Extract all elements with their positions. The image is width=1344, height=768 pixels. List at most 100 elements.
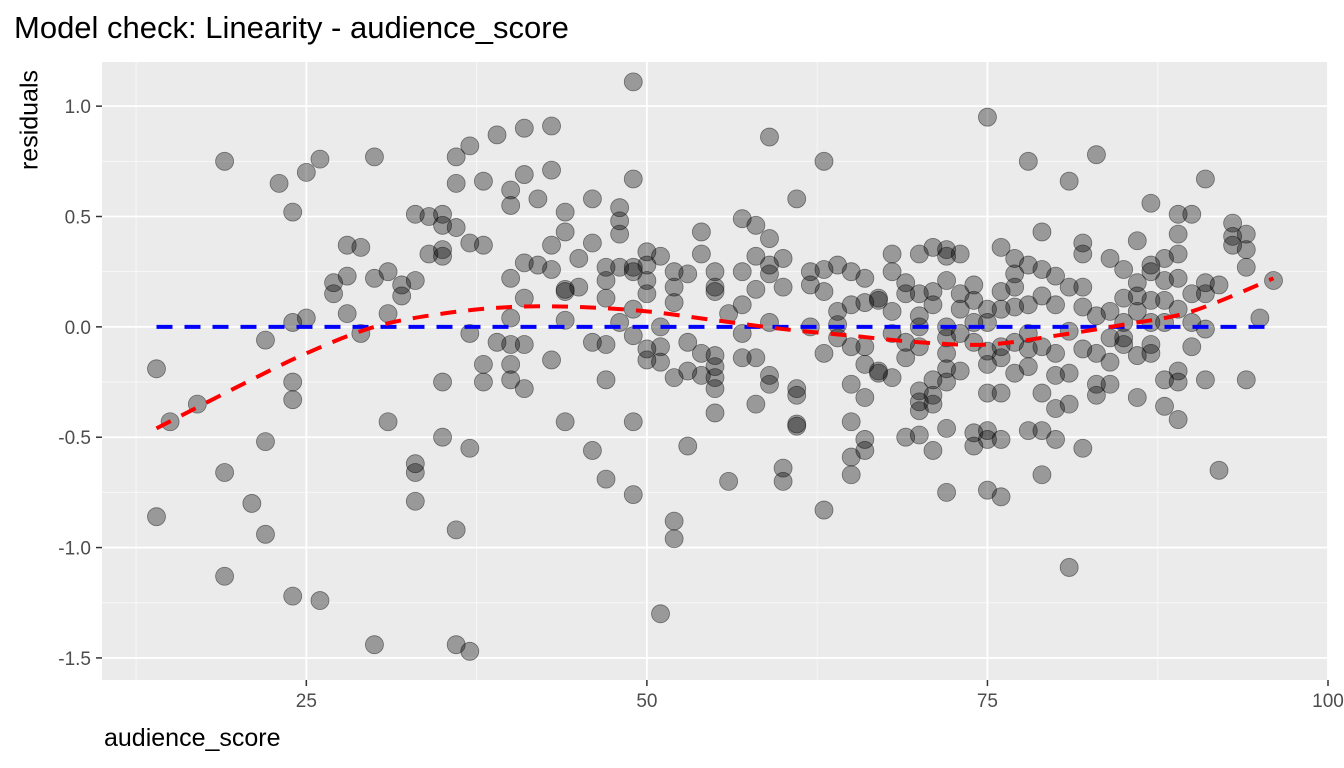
scatter-point bbox=[1032, 337, 1052, 357]
scatter-point bbox=[828, 255, 847, 275]
scatter-point bbox=[773, 458, 793, 478]
scatter-point bbox=[1155, 396, 1174, 416]
scatter-point bbox=[446, 173, 466, 193]
scatter-point bbox=[269, 173, 289, 193]
scatter-point bbox=[732, 262, 752, 282]
scatter-point bbox=[542, 160, 561, 180]
scatter-point bbox=[787, 379, 807, 399]
scatter-point bbox=[1032, 260, 1052, 279]
scatter-point bbox=[501, 268, 521, 288]
scatter-point bbox=[964, 423, 984, 443]
scatter-point bbox=[664, 262, 684, 282]
scatter-point bbox=[1046, 366, 1065, 385]
scatter-point bbox=[514, 253, 534, 273]
scatter-point bbox=[923, 370, 943, 390]
scatter-point bbox=[732, 348, 752, 368]
scatter-point bbox=[623, 412, 643, 432]
scatter-point bbox=[1087, 385, 1106, 405]
scatter-point bbox=[310, 591, 330, 610]
scatter-point bbox=[378, 412, 398, 432]
scatter-point bbox=[569, 249, 589, 268]
axis-ticks bbox=[96, 105, 1329, 686]
scatter-point bbox=[1168, 361, 1188, 381]
scatter-point bbox=[841, 374, 861, 394]
scatter-point bbox=[583, 332, 602, 352]
scatter-point bbox=[405, 204, 425, 224]
scatter-point bbox=[1018, 151, 1038, 171]
scatter-point bbox=[1168, 224, 1188, 244]
scatter-point bbox=[746, 279, 766, 299]
scatter-point bbox=[474, 235, 493, 255]
scatter-point bbox=[405, 271, 425, 290]
scatter-point bbox=[991, 299, 1011, 319]
scatter-point bbox=[542, 350, 561, 370]
scatter-point bbox=[664, 529, 684, 549]
scatter-point bbox=[896, 427, 916, 447]
scatter-point bbox=[678, 264, 698, 284]
scatter-point bbox=[651, 352, 670, 372]
scatter-point bbox=[1059, 363, 1079, 383]
scatter-point bbox=[664, 277, 684, 297]
scatter-point bbox=[1046, 399, 1065, 418]
scatter-point bbox=[814, 151, 834, 171]
scatter-point bbox=[964, 275, 984, 295]
scatter-point bbox=[746, 348, 766, 368]
scatter-point bbox=[978, 299, 997, 319]
scatter-point bbox=[746, 246, 766, 266]
scatter-point bbox=[555, 202, 575, 222]
scatter-point bbox=[555, 222, 575, 242]
scatter-point bbox=[705, 262, 725, 282]
scatter-point bbox=[909, 381, 929, 401]
scatter-point bbox=[1141, 255, 1161, 275]
scatter-point bbox=[542, 235, 561, 255]
y-tick-label: -1.5 bbox=[58, 649, 91, 670]
scatter-point bbox=[691, 244, 711, 264]
scatter-point bbox=[841, 447, 861, 467]
scatter-point bbox=[501, 196, 521, 215]
scatter-point bbox=[487, 332, 507, 352]
scatter-point bbox=[147, 507, 166, 527]
x-tick-label: 25 bbox=[296, 691, 317, 712]
scatter-point bbox=[1223, 226, 1243, 246]
scatter-point bbox=[1141, 290, 1161, 310]
scatter-point bbox=[841, 262, 861, 282]
scatter-point bbox=[869, 363, 888, 383]
scatter-point bbox=[583, 189, 602, 209]
scatter-point bbox=[1182, 284, 1202, 304]
scatter-point bbox=[542, 260, 561, 279]
scatter-point bbox=[1236, 257, 1256, 277]
scatter-point bbox=[555, 282, 575, 301]
scatter-point bbox=[433, 246, 452, 266]
scatter-point bbox=[691, 343, 711, 363]
scatter-point bbox=[964, 332, 984, 352]
scatter-point bbox=[978, 430, 997, 449]
scatter-point bbox=[623, 72, 643, 92]
scatter-point bbox=[256, 330, 275, 350]
scatter-point bbox=[1209, 275, 1229, 295]
scatter-point bbox=[1127, 346, 1147, 365]
scatter-point bbox=[1141, 193, 1161, 213]
scatter-point bbox=[242, 494, 262, 513]
scatter-point bbox=[855, 293, 875, 312]
scatter-point bbox=[1127, 273, 1147, 293]
scatter-point bbox=[896, 273, 916, 293]
scatter-point bbox=[732, 295, 752, 315]
scatter-point bbox=[950, 324, 970, 343]
scatter-point bbox=[351, 237, 371, 257]
scatter-point bbox=[664, 368, 684, 388]
scatter-point bbox=[1005, 363, 1025, 383]
scatter-point bbox=[1250, 308, 1270, 328]
scatter-point bbox=[460, 233, 480, 253]
scatter-point bbox=[215, 151, 235, 171]
scatter-point bbox=[882, 302, 902, 321]
y-tick-label: 0.0 bbox=[65, 318, 91, 339]
scatter-point bbox=[1182, 337, 1202, 357]
scatter-point bbox=[596, 335, 616, 354]
scatter-point bbox=[596, 288, 616, 308]
scatter-point bbox=[1032, 286, 1052, 306]
scatter-point bbox=[1127, 286, 1147, 306]
scatter-point bbox=[896, 348, 916, 368]
scatter-point bbox=[746, 394, 766, 414]
scatter-point bbox=[1005, 264, 1025, 284]
